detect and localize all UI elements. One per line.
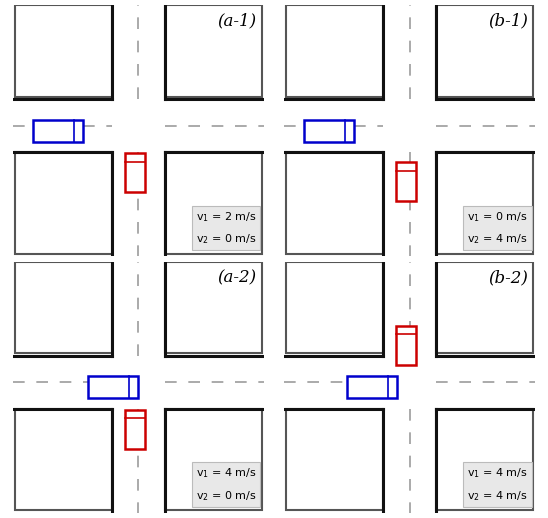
Text: (b-2): (b-2) <box>488 269 528 286</box>
Bar <box>436 262 533 353</box>
Bar <box>15 262 112 353</box>
Bar <box>396 162 416 201</box>
Bar <box>15 152 112 254</box>
Bar <box>436 409 533 510</box>
Bar <box>436 5 533 97</box>
Text: (a-2): (a-2) <box>218 269 256 286</box>
Bar <box>124 410 145 449</box>
Bar <box>15 409 112 510</box>
Text: v$_1$ = 4 m/s
v$_2$ = 4 m/s: v$_1$ = 4 m/s v$_2$ = 4 m/s <box>467 466 528 503</box>
Bar <box>304 120 355 142</box>
Text: (b-1): (b-1) <box>488 13 528 30</box>
Bar <box>396 326 416 365</box>
Bar <box>165 152 261 254</box>
Bar <box>165 5 261 97</box>
Bar <box>88 376 139 398</box>
Bar <box>124 153 145 192</box>
Bar <box>165 262 261 353</box>
Bar <box>287 5 383 97</box>
Bar <box>287 262 383 353</box>
Bar <box>33 120 83 142</box>
Text: v$_1$ = 2 m/s
v$_2$ = 0 m/s: v$_1$ = 2 m/s v$_2$ = 0 m/s <box>196 210 256 247</box>
Bar <box>287 409 383 510</box>
Bar <box>165 409 261 510</box>
Bar <box>15 5 112 97</box>
Bar <box>436 152 533 254</box>
Text: v$_1$ = 0 m/s
v$_2$ = 4 m/s: v$_1$ = 0 m/s v$_2$ = 4 m/s <box>467 210 528 247</box>
Bar <box>347 376 397 398</box>
Bar <box>287 152 383 254</box>
Text: (a-1): (a-1) <box>218 13 256 30</box>
Text: v$_1$ = 4 m/s
v$_2$ = 0 m/s: v$_1$ = 4 m/s v$_2$ = 0 m/s <box>196 466 256 503</box>
